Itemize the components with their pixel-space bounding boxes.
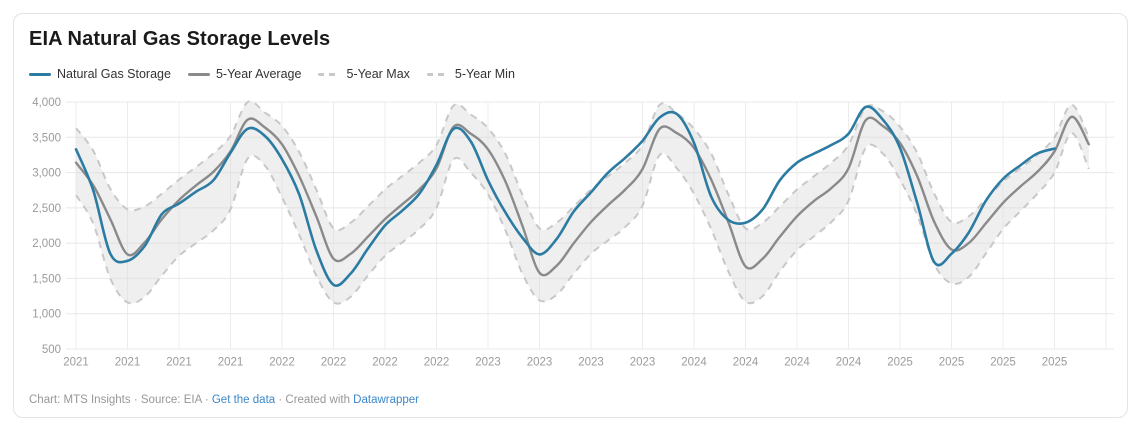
- x-axis-tick-label: 2025: [939, 357, 965, 369]
- x-axis-tick-label: 2023: [475, 357, 501, 369]
- footer-source: Source: EIA: [140, 394, 202, 406]
- y-axis-tick-label: 3,500: [32, 132, 61, 144]
- natural-gas-storage-line: [74, 105, 1056, 287]
- y-axis-tick-label: 3,000: [32, 168, 61, 180]
- y-axis-tick-label: 1,000: [32, 309, 61, 321]
- x-axis-tick-label: 2024: [733, 357, 759, 369]
- x-axis-tick-label: 2021: [63, 357, 89, 369]
- x-axis-tick-label: 2021: [115, 357, 141, 369]
- x-axis-tick-label: 2021: [218, 357, 244, 369]
- y-axis-tick-label: 500: [42, 344, 61, 356]
- footer-separator: ·: [204, 394, 209, 406]
- x-axis-tick-label: 2023: [578, 357, 604, 369]
- chart-area: 4,000 3,500 3,000 2,500 2,000 1,500 1,000 500 20…: [14, 86, 1127, 386]
- legend-label: Natural Gas Storage: [57, 67, 171, 81]
- chart-card: EIA Natural Gas Storage Levels Natural G…: [13, 13, 1128, 418]
- x-axis-tick-label: 2021: [166, 357, 192, 369]
- 5-year-average-line: [74, 115, 1090, 277]
- y-axis-tick-label: 2,500: [32, 203, 61, 215]
- legend-swatch: [187, 72, 210, 76]
- 5-year-max-line: [75, 100, 1090, 232]
- x-axis-tick-label: 2025: [887, 357, 913, 369]
- legend-label: 5-Year Average: [215, 67, 302, 81]
- storage-line-chart: 4,0003,5003,0002,5002,0001,5001,00050020…: [32, 97, 1114, 369]
- 5-year-min-line: [75, 132, 1090, 305]
- x-axis-tick-label: 2024: [681, 357, 707, 369]
- x-axis-tick-label: 2023: [527, 357, 553, 369]
- chart-legend: Natural Gas Storage 5-Year Average 5-Year …: [29, 67, 515, 81]
- legend-item-5-year-min: 5-Year Min: [426, 67, 515, 81]
- get-the-data-link[interactable]: Get the data: [211, 394, 276, 406]
- legend-swatch: [426, 72, 449, 76]
- legend-item-5-year-average: 5-Year Average: [187, 67, 302, 81]
- x-axis-tick-label: 2023: [630, 357, 656, 369]
- legend-swatch: [29, 72, 51, 76]
- y-axis-tick-label: 2,000: [32, 238, 61, 250]
- legend-item-5-year-max: 5-Year Max: [318, 67, 410, 81]
- datawrapper-link[interactable]: Datawrapper: [353, 394, 420, 406]
- y-axis-tick-label: 1,500: [32, 273, 61, 285]
- legend-label: 5-Year Min: [454, 67, 515, 81]
- legend-item-natural-gas-storage: Natural Gas Storage: [29, 67, 171, 81]
- x-axis-tick-label: 2022: [321, 357, 347, 369]
- x-axis-tick-label: 2022: [424, 357, 450, 369]
- chart-footer: Chart: MTS Insights · Source: EIA · Get …: [29, 394, 419, 406]
- footer-byline: Chart: MTS Insights: [29, 394, 131, 406]
- x-axis-tick-label: 2022: [372, 357, 398, 369]
- footer-separator: ·: [133, 394, 138, 406]
- x-axis-tick-label: 2025: [1042, 357, 1068, 369]
- chart-title: EIA Natural Gas Storage Levels: [29, 28, 331, 50]
- x-axis-tick-label: 2024: [836, 357, 862, 369]
- x-axis-tick-label: 2025: [990, 357, 1016, 369]
- y-axis-tick-label: 4,000: [32, 97, 61, 109]
- legend-label: 5-Year Max: [346, 67, 410, 81]
- x-axis-tick-label: 2022: [269, 357, 295, 369]
- footer-created-with: Created with: [285, 394, 350, 406]
- legend-swatch: [318, 72, 341, 76]
- x-axis-tick-label: 2024: [784, 357, 810, 369]
- footer-separator: ·: [278, 394, 283, 406]
